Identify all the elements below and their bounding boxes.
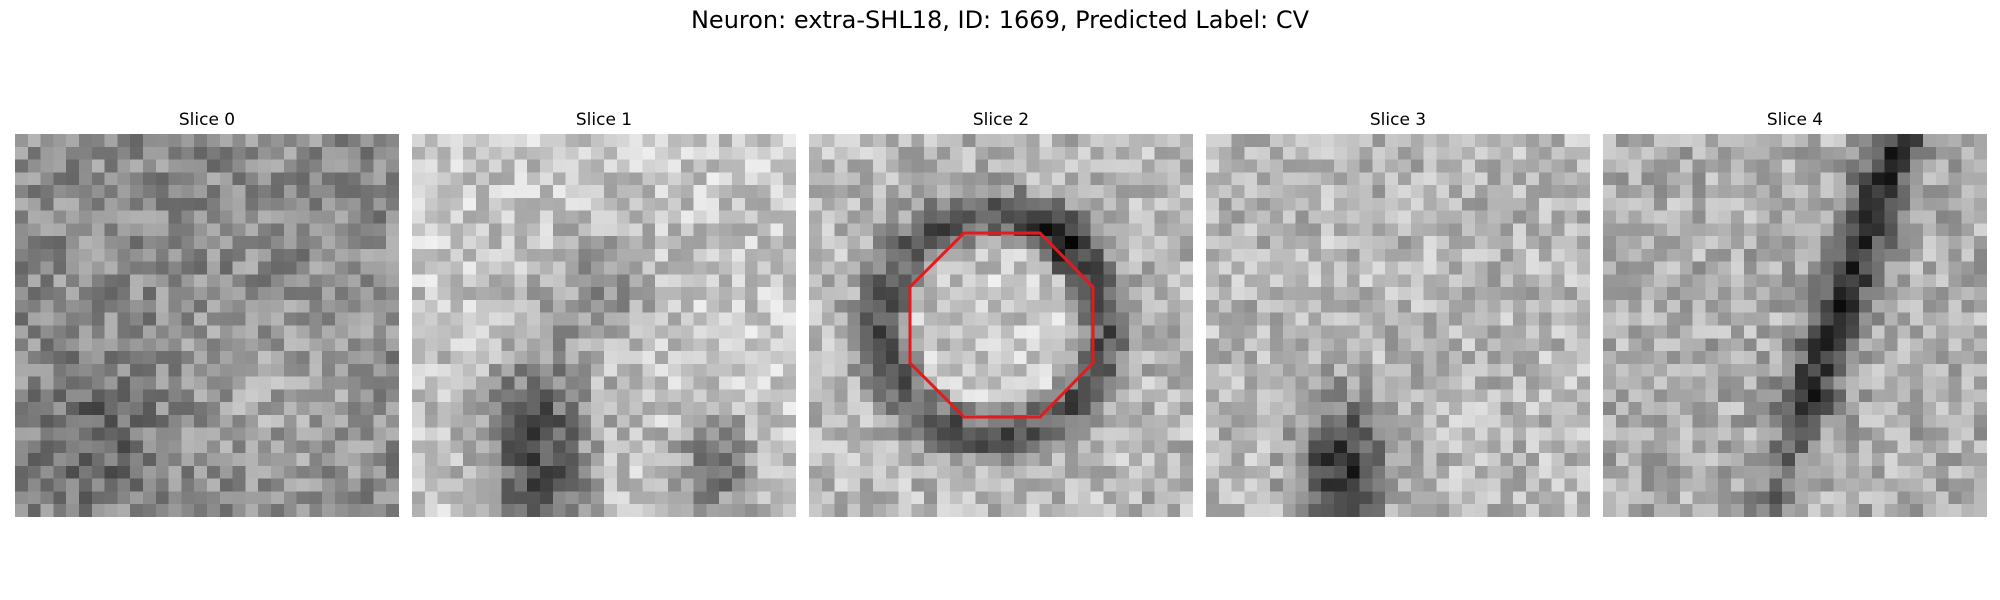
slice-panel-2: Slice 2 [809, 108, 1193, 517]
slice-image-2 [809, 134, 1193, 517]
slice-canvas [15, 134, 399, 517]
slice-image-3 [1206, 134, 1590, 517]
slice-panel-1: Slice 1 [412, 108, 796, 517]
slice-title: Slice 2 [972, 110, 1030, 130]
slice-title: Slice 0 [178, 110, 236, 130]
roi-octagon [908, 231, 1095, 419]
slice-title: Slice 3 [1369, 110, 1427, 130]
slice-canvas [1603, 134, 1987, 517]
slice-title: Slice 4 [1766, 110, 1824, 130]
figure-title: Neuron: extra-SHL18, ID: 1669, Predicted… [690, 6, 1310, 34]
slice-panel-3: Slice 3 [1206, 108, 1590, 517]
slice-canvas [1206, 134, 1590, 517]
roi-overlay [908, 231, 1095, 419]
slice-canvas [809, 134, 1193, 517]
slice-panel-0: Slice 0 [15, 108, 399, 517]
slice-image-1 [412, 134, 796, 517]
slice-image-4 [1603, 134, 1987, 517]
slice-canvas [412, 134, 796, 517]
slice-title: Slice 1 [575, 110, 633, 130]
slice-panel-4: Slice 4 [1603, 108, 1987, 517]
slice-image-0 [15, 134, 399, 517]
